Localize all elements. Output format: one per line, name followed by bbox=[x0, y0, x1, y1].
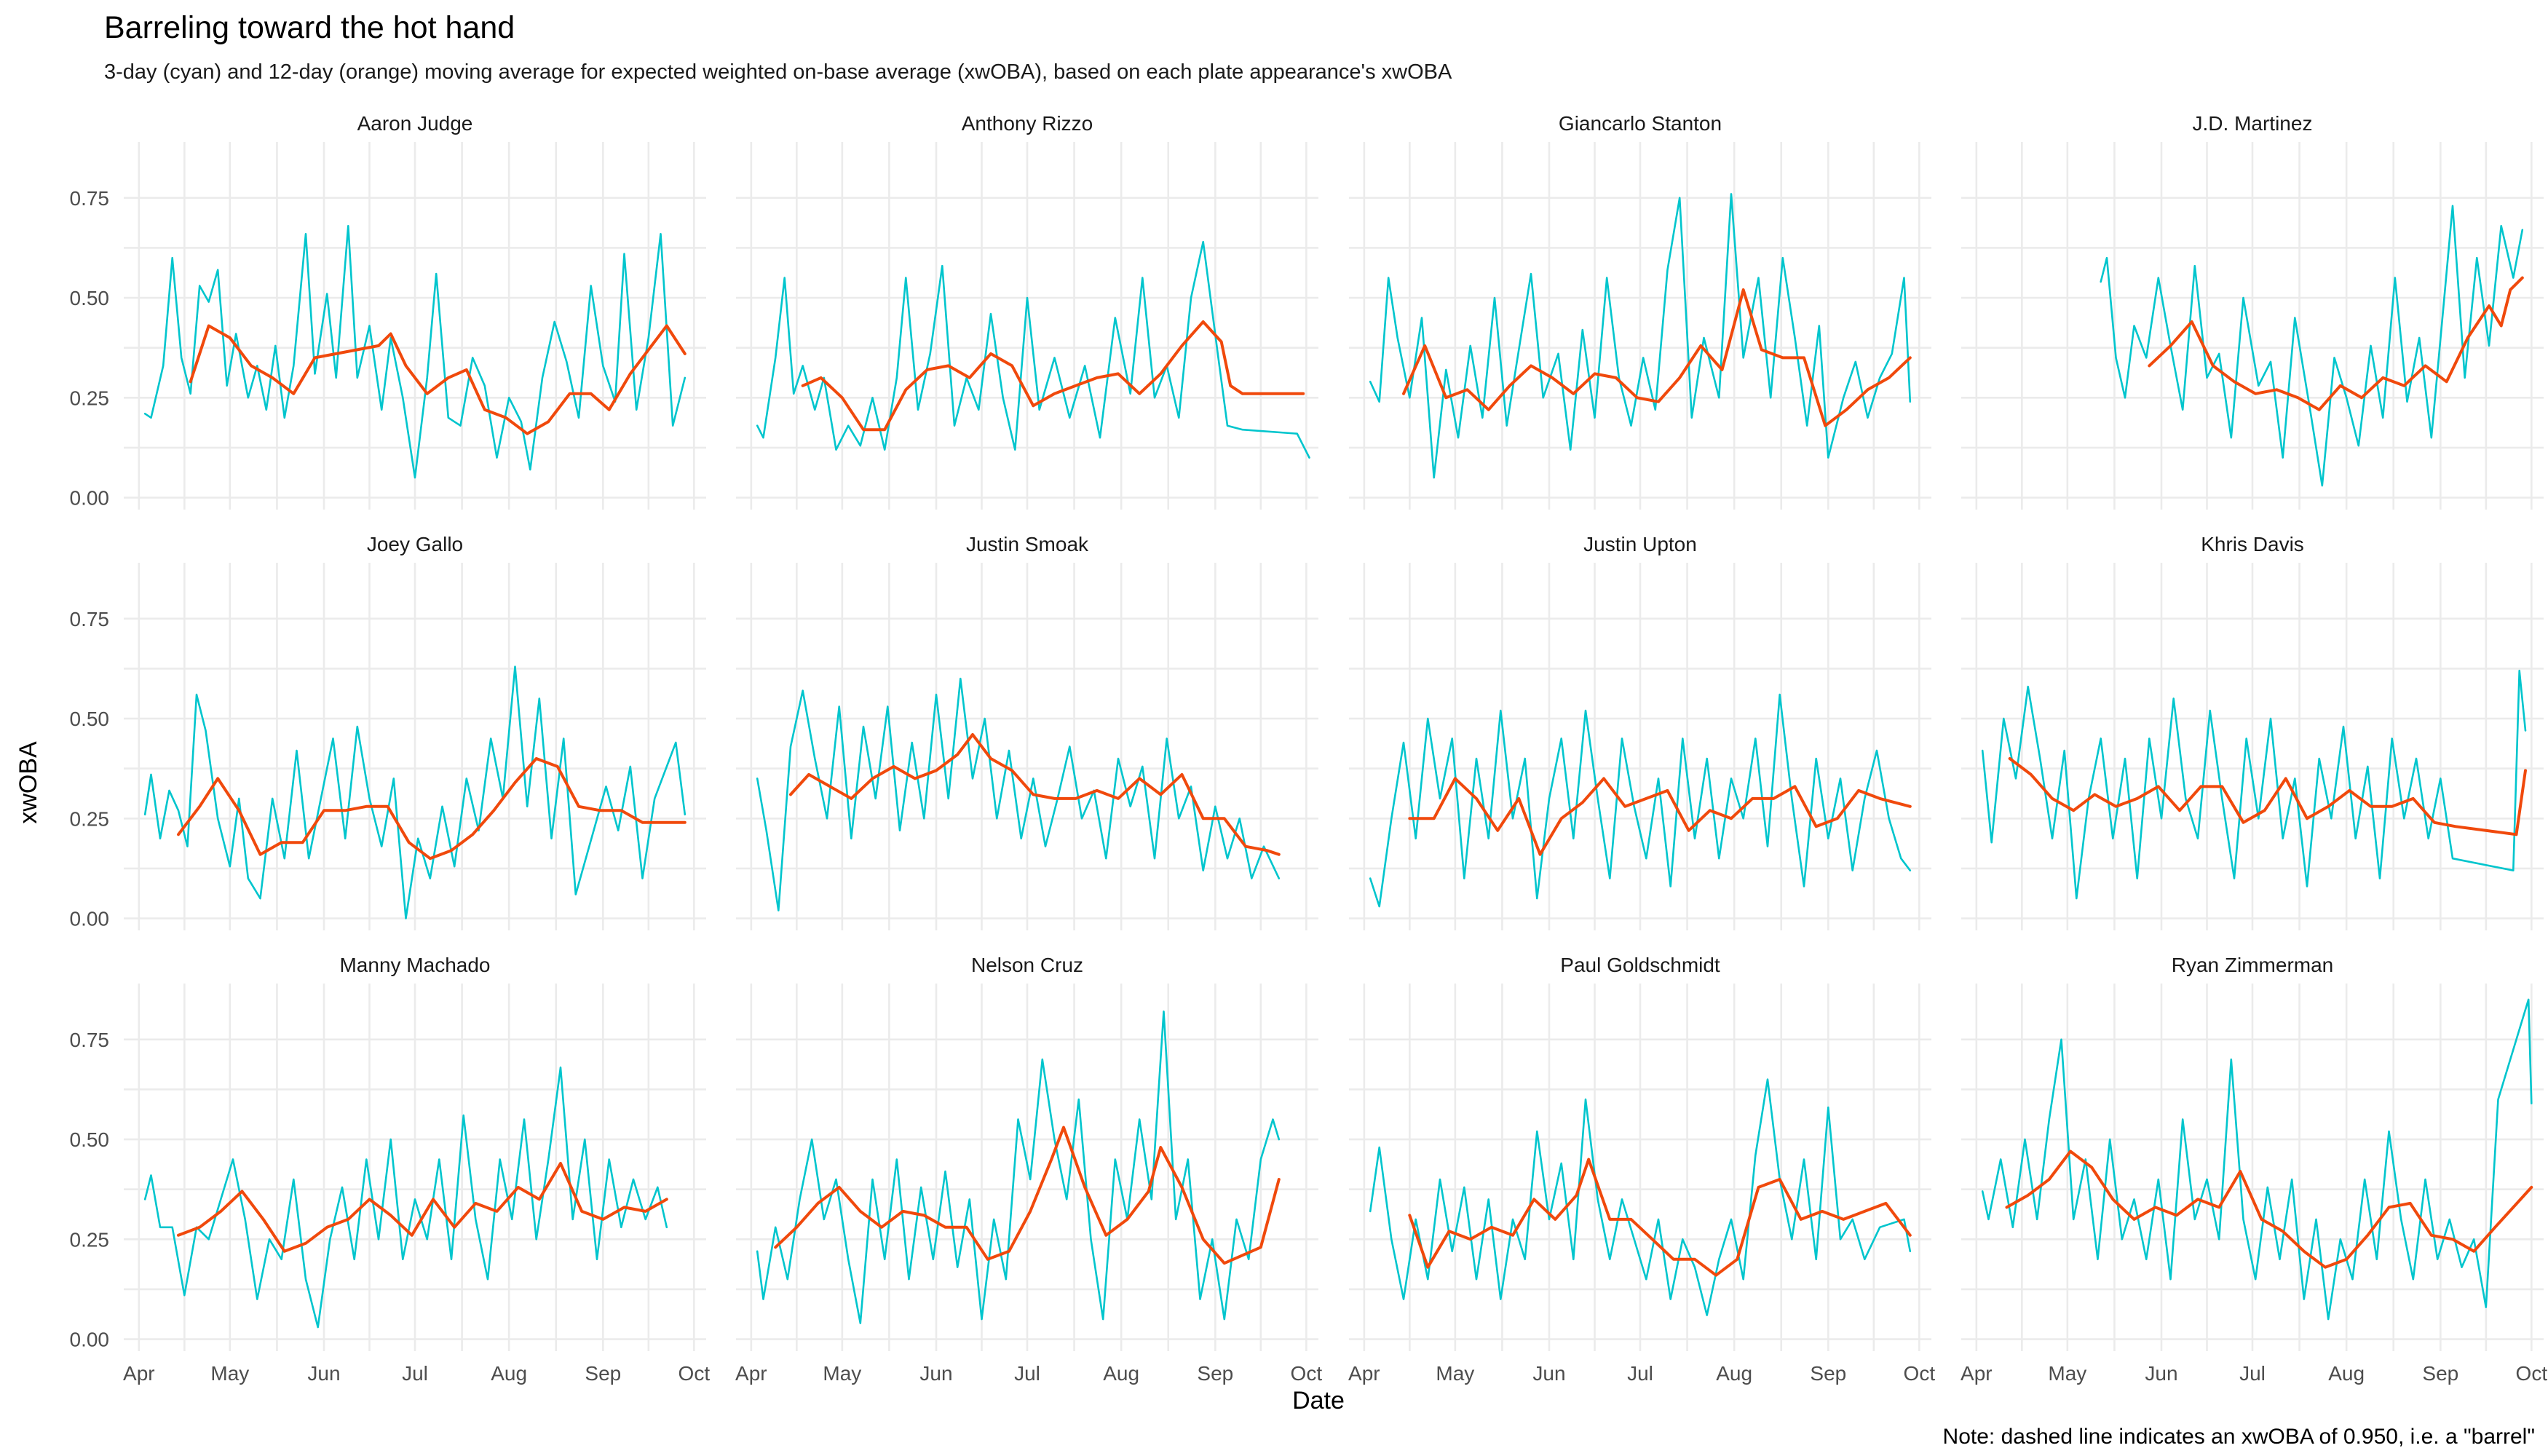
y-tick-label: 0.00 bbox=[70, 487, 110, 510]
x-tick-label: Aug bbox=[491, 1362, 527, 1385]
facet-label: Justin Upton bbox=[1583, 533, 1697, 555]
y-tick-label: 0.00 bbox=[70, 908, 110, 930]
series-line-3-day bbox=[143, 225, 687, 479]
x-tick-label: Aug bbox=[1103, 1362, 1139, 1385]
facet-label: Joey Gallo bbox=[367, 533, 463, 555]
facet-label: Manny Machado bbox=[339, 954, 490, 976]
series-line-3-day bbox=[1369, 1078, 1912, 1316]
chart-subtitle: 3-day (cyan) and 12-day (orange) moving … bbox=[104, 60, 1452, 84]
x-tick-label: Jul bbox=[2239, 1362, 2266, 1385]
facet-panel: Ryan Zimmerman Apr May Jun Jul Aug Sep Oct bbox=[1961, 954, 2547, 1385]
x-tick-label: Oct bbox=[1291, 1362, 1323, 1385]
series-line-3-day bbox=[756, 677, 1281, 911]
x-tick-label: Sep bbox=[1197, 1362, 1233, 1385]
facet-panels: Aaron Judge 0.00 0.25 0.50 0.75 Anthony Rizzo… bbox=[70, 112, 2548, 1385]
x-axis-title: Date bbox=[1292, 1387, 1345, 1415]
facet-label: Ryan Zimmerman bbox=[2172, 954, 2333, 976]
x-tick-label: Apr bbox=[1961, 1362, 1993, 1385]
series-line-3-day bbox=[143, 1067, 668, 1329]
series-line-12-day bbox=[789, 733, 1281, 856]
x-tick-label: May bbox=[210, 1362, 249, 1385]
y-tick-label: 0.00 bbox=[70, 1329, 110, 1351]
facet-label: Paul Goldschmidt bbox=[1560, 954, 1720, 976]
facet-label: Khris Davis bbox=[2201, 533, 2304, 555]
series-line-12-day bbox=[1402, 288, 1912, 427]
facet-panel: Khris Davis bbox=[1961, 533, 2544, 930]
x-tick-label: Jun bbox=[1532, 1362, 1565, 1385]
x-tick-label: Sep bbox=[585, 1362, 621, 1385]
facet-panel: Paul Goldschmidt Apr May Jun Jul Aug Sep Oct bbox=[1348, 954, 1935, 1385]
x-tick-label: Apr bbox=[1348, 1362, 1380, 1385]
facet-panel: Justin Upton bbox=[1349, 533, 1931, 930]
series-line-12-day bbox=[2148, 276, 2524, 411]
x-tick-label: Oct bbox=[1904, 1362, 1936, 1385]
x-tick-label: Sep bbox=[2422, 1362, 2458, 1385]
x-tick-label: Jul bbox=[1627, 1362, 1653, 1385]
x-tick-label: Jun bbox=[307, 1362, 340, 1385]
x-tick-label: Oct bbox=[2516, 1362, 2548, 1385]
facet-panel: Aaron Judge 0.00 0.25 0.50 0.75 bbox=[70, 112, 706, 510]
x-tick-label: Jul bbox=[1014, 1362, 1040, 1385]
facet-label: Nelson Cruz bbox=[971, 954, 1083, 976]
x-tick-label: May bbox=[1436, 1362, 1474, 1385]
facet-panel: Manny Machado 0.00 0.25 0.50 0.75 Apr May Jun Ju… bbox=[70, 954, 711, 1385]
x-tick-label: Aug bbox=[2328, 1362, 2365, 1385]
y-tick-label: 0.75 bbox=[70, 608, 110, 630]
series-line-12-day bbox=[1408, 777, 1912, 856]
x-tick-label: Sep bbox=[1810, 1362, 1846, 1385]
facet-panel: Anthony Rizzo bbox=[736, 112, 1318, 510]
facet-label: Anthony Rizzo bbox=[962, 112, 1093, 135]
chart-caption: Note: dashed line indicates an xwOBA of … bbox=[1943, 1425, 2535, 1449]
series-line-3-day bbox=[1981, 998, 2533, 1321]
x-tick-label: Oct bbox=[678, 1362, 711, 1385]
facet-panel: Justin Smoak bbox=[736, 533, 1318, 930]
facet-panel: Nelson Cruz Apr May Jun Jul Aug Sep Oct bbox=[735, 954, 1322, 1385]
x-tick-label: Aug bbox=[1716, 1362, 1752, 1385]
y-tick-label: 0.75 bbox=[70, 1029, 110, 1051]
series-line-12-day bbox=[177, 757, 687, 860]
series-line-12-day bbox=[2008, 757, 2527, 836]
y-tick-label: 0.75 bbox=[70, 187, 110, 210]
facet-label: Justin Smoak bbox=[966, 533, 1089, 555]
x-tick-label: Jun bbox=[919, 1362, 952, 1385]
series-line-12-day bbox=[189, 324, 687, 435]
y-tick-label: 0.50 bbox=[70, 708, 110, 730]
y-tick-label: 0.25 bbox=[70, 1228, 110, 1251]
series-line-3-day bbox=[756, 240, 1310, 459]
chart-title: Barreling toward the hot hand bbox=[104, 10, 515, 45]
series-line-3-day bbox=[756, 1010, 1281, 1324]
facet-panel: Joey Gallo 0.00 0.25 0.50 0.75 bbox=[70, 533, 706, 930]
y-tick-label: 0.25 bbox=[70, 387, 110, 409]
facet-label: J.D. Martinez bbox=[2193, 112, 2313, 135]
x-tick-label: May bbox=[2048, 1362, 2086, 1385]
series-line-3-day bbox=[1981, 669, 2527, 900]
y-tick-label: 0.50 bbox=[70, 1128, 110, 1151]
series-line-12-day bbox=[774, 1125, 1281, 1265]
series-line-3-day bbox=[1369, 693, 1912, 908]
facet-panel: Giancarlo Stanton bbox=[1349, 112, 1931, 510]
x-tick-label: May bbox=[823, 1362, 861, 1385]
series-line-3-day bbox=[1369, 193, 1912, 479]
x-tick-label: Jul bbox=[402, 1362, 428, 1385]
facet-panel: J.D. Martinez bbox=[1961, 112, 2544, 510]
series-line-12-day bbox=[801, 320, 1305, 432]
y-tick-label: 0.50 bbox=[70, 287, 110, 309]
y-axis-title: xwOBA bbox=[15, 741, 42, 824]
facet-label: Aaron Judge bbox=[357, 112, 473, 135]
facet-label: Giancarlo Stanton bbox=[1559, 112, 1722, 135]
series-line-12-day bbox=[177, 1162, 668, 1253]
series-line-3-day bbox=[2100, 205, 2524, 487]
x-tick-label: Apr bbox=[735, 1362, 767, 1385]
y-tick-label: 0.25 bbox=[70, 807, 110, 830]
x-tick-label: Apr bbox=[123, 1362, 155, 1385]
series-line-3-day bbox=[143, 665, 687, 919]
series-line-12-day bbox=[2005, 1150, 2533, 1269]
series-line-12-day bbox=[1408, 1158, 1912, 1277]
x-tick-label: Jun bbox=[2145, 1362, 2177, 1385]
